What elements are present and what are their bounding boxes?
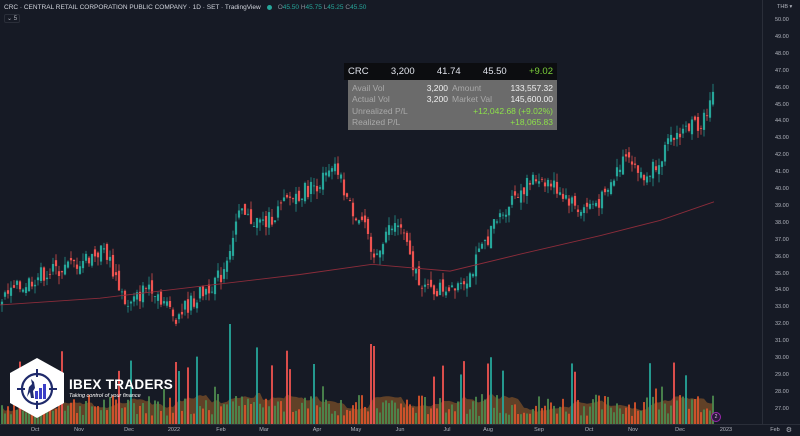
price-tick: 38.00 xyxy=(775,219,789,226)
time-tick: Jun xyxy=(395,427,405,433)
position-popup: CRC 3,200 41.74 45.50 +9.02 Avail Vol 3,… xyxy=(344,63,557,130)
time-tick: May xyxy=(350,427,362,433)
time-tick: Feb xyxy=(216,427,226,433)
position-avg-cost: 41.74 xyxy=(436,66,461,77)
time-tick: Oct xyxy=(584,427,594,433)
price-tick: 32.00 xyxy=(775,321,789,328)
position-summary: CRC 3,200 41.74 45.50 +9.02 xyxy=(344,63,557,80)
time-axis[interactable]: Oct Nov Dec 2022 Feb Mar Apr May Jun Jul Aug Sep Oct… xyxy=(0,424,800,436)
price-tick: 30.00 xyxy=(775,355,789,361)
ibex-logo-icon xyxy=(10,358,64,418)
time-tick: Apr xyxy=(312,427,322,433)
time-tick: Sep xyxy=(534,427,544,433)
position-row: Actual Vol 3,200 Market Val 145,600.00 xyxy=(352,94,553,105)
price-axis[interactable]: THB ▾ 50.00 49.00 48.00 47.00 46.00 45.00 44.0… xyxy=(762,0,800,424)
time-tick: Dec xyxy=(675,427,685,433)
price-tick: 41.00 xyxy=(775,169,789,176)
time-tick: 2023 xyxy=(719,427,733,433)
logo-tagline: Taking control of your finance xyxy=(69,393,141,399)
position-change: +9.02 xyxy=(528,66,553,77)
unrealized-pl-row: Unrealized P/L +12,042.68 (+9.02%) xyxy=(352,105,553,116)
position-symbol: CRC xyxy=(348,66,369,77)
time-tick: Dec xyxy=(124,427,134,433)
event-marker-icon[interactable]: 2 xyxy=(711,412,721,422)
realized-pl-row: Realized P/L +18,065.83 xyxy=(352,117,553,128)
time-tick: 2022 xyxy=(167,427,181,433)
price-tick: 43.00 xyxy=(775,135,789,142)
price-tick: 29.00 xyxy=(775,371,789,378)
price-tick: 34.00 xyxy=(775,287,789,294)
time-tick: Jul xyxy=(443,427,451,433)
price-tick: 40.00 xyxy=(775,186,789,192)
currency-selector[interactable]: THB ▾ xyxy=(777,4,793,10)
indicators-collapse-button[interactable]: ⌄ 5 xyxy=(4,14,21,23)
position-row: Avail Vol 3,200 Amount 133,557.32 xyxy=(352,82,553,93)
time-tick: Feb xyxy=(770,427,780,433)
price-tick: 37.00 xyxy=(775,236,789,243)
price-tick: 33.00 xyxy=(775,304,789,311)
symbol-title[interactable]: CRC · CENTRAL RETAIL CORPORATION PUBLIC … xyxy=(4,4,261,11)
time-tick: Nov xyxy=(74,427,84,433)
position-last: 45.50 xyxy=(482,66,507,77)
settings-icon[interactable]: ⚙ xyxy=(785,427,792,434)
price-tick: 44.00 xyxy=(775,118,789,125)
chart-header: CRC · CENTRAL RETAIL CORPORATION PUBLIC … xyxy=(4,4,366,11)
price-tick: 39.00 xyxy=(775,202,789,209)
price-tick: 50.00 xyxy=(775,17,789,23)
logo-name: IBEX TRADERS xyxy=(69,377,174,392)
price-tick: 36.00 xyxy=(775,253,789,260)
market-status-icon xyxy=(266,5,272,10)
time-tick: Oct xyxy=(30,427,40,433)
ohlc-values: O45.50 H45.75 L45.25 C45.50 xyxy=(277,4,367,11)
price-tick: 49.00 xyxy=(775,33,789,40)
price-tick: 42.00 xyxy=(775,152,789,159)
price-tick: 48.00 xyxy=(775,50,789,57)
ibex-traders-logo: IBEX TRADERS Taking control of your fina… xyxy=(9,357,173,419)
time-tick: Nov xyxy=(628,427,638,433)
price-tick: 28.00 xyxy=(775,388,789,395)
price-tick: 46.00 xyxy=(775,84,789,91)
price-tick: 31.00 xyxy=(775,338,789,345)
time-tick: Mar xyxy=(259,427,269,433)
position-qty: 3,200 xyxy=(390,66,415,77)
price-tick: 35.00 xyxy=(775,270,789,277)
price-tick: 27.00 xyxy=(775,405,789,412)
time-tick: Aug xyxy=(483,427,493,433)
price-tick: 47.00 xyxy=(775,67,789,74)
price-tick: 45.00 xyxy=(775,101,789,108)
